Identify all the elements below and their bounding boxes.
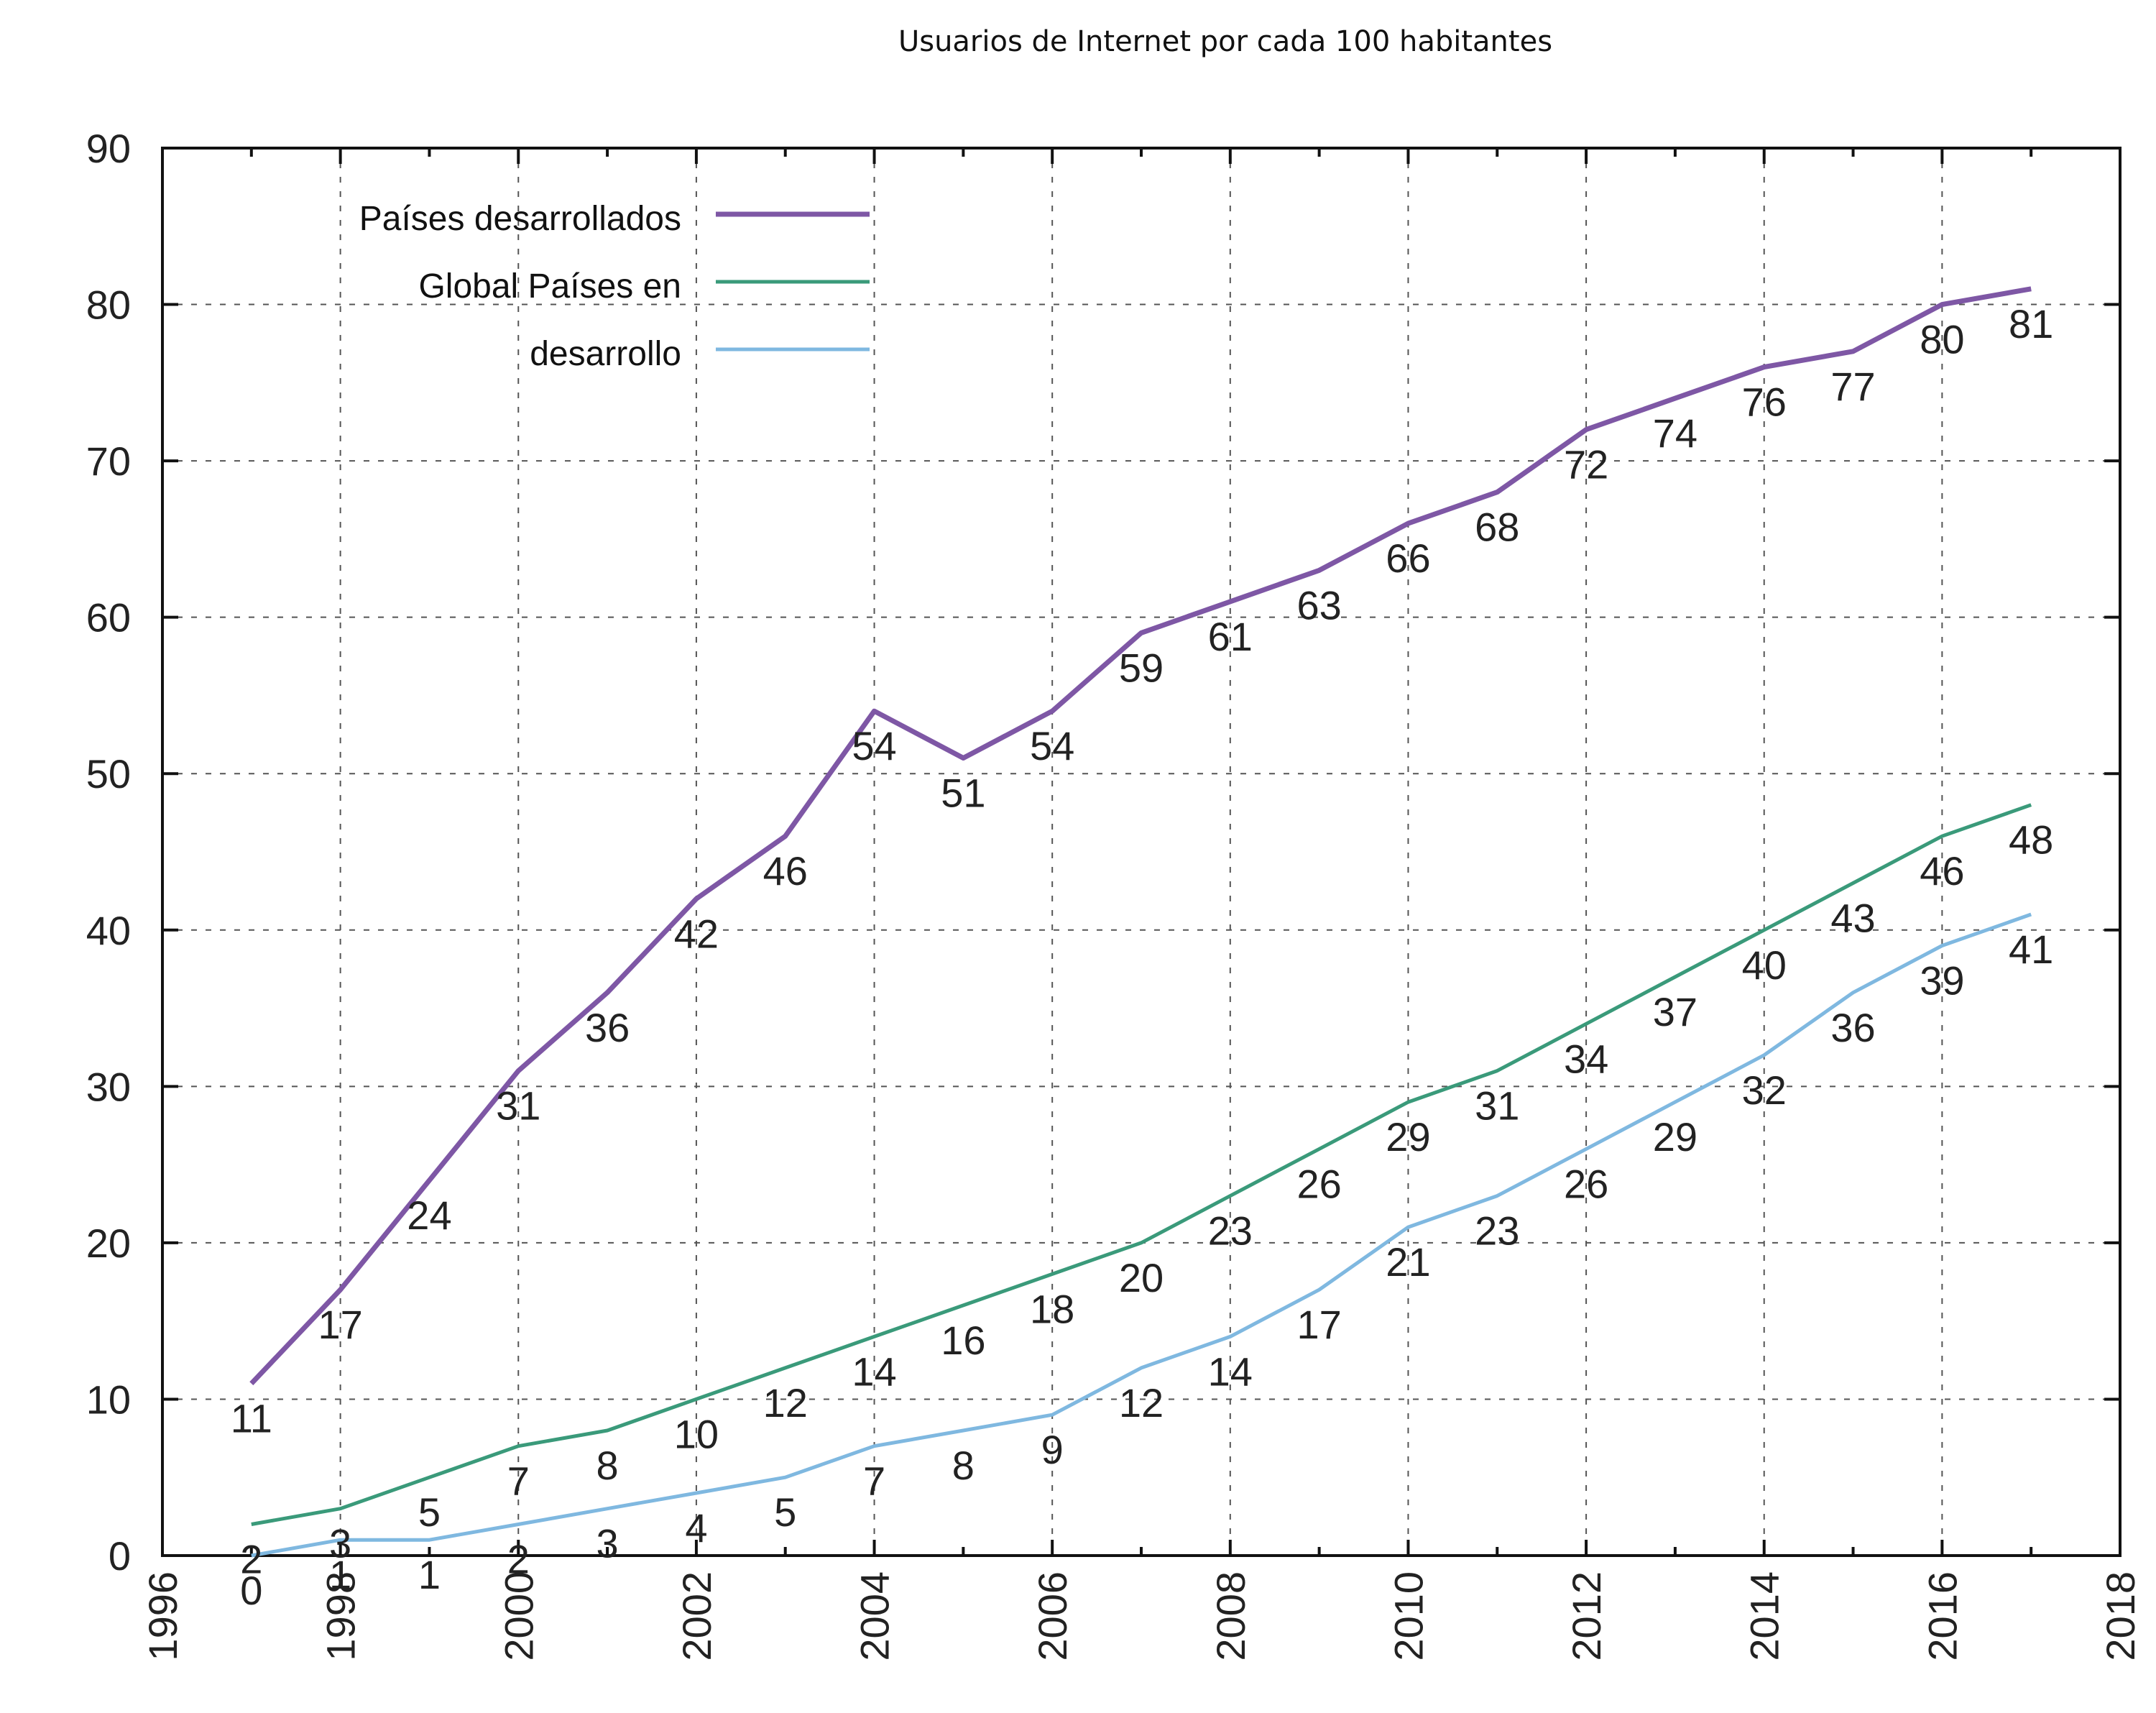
y-tick-label: 40: [86, 908, 131, 953]
data-label: 7: [863, 1459, 885, 1504]
data-label: 1: [418, 1552, 441, 1597]
data-label: 5: [418, 1489, 441, 1535]
x-tick-label: 2002: [674, 1571, 719, 1661]
data-label: 24: [407, 1193, 451, 1238]
data-label: 29: [1386, 1114, 1430, 1159]
data-label: 36: [585, 1005, 630, 1050]
y-tick-label: 70: [86, 438, 131, 484]
data-label: 41: [2009, 927, 2053, 972]
data-label: 16: [941, 1318, 985, 1363]
x-tick-label: 1996: [140, 1571, 185, 1661]
data-label: 74: [1653, 410, 1697, 456]
data-label: 7: [507, 1459, 530, 1504]
data-label: 46: [763, 848, 808, 894]
grid: [162, 148, 2120, 1556]
series-line-3: [251, 912, 2032, 1558]
data-label: 48: [2009, 817, 2053, 863]
data-label: 1: [329, 1552, 351, 1597]
data-label: 72: [1564, 442, 1608, 487]
legend-label: desarrollo: [530, 335, 681, 373]
y-tick-label: 20: [86, 1221, 131, 1266]
y-tick-label: 10: [86, 1377, 131, 1422]
legend-label: Países desarrollados: [359, 200, 681, 238]
x-tick-label: 2018: [2098, 1571, 2143, 1661]
data-label: 8: [952, 1443, 975, 1488]
data-label: 26: [1564, 1161, 1608, 1206]
series-line-1: [249, 286, 2032, 1386]
x-tick-label: 2000: [496, 1571, 541, 1661]
data-label: 0: [240, 1568, 262, 1613]
data-label: 9: [1041, 1427, 1064, 1472]
data-label: 18: [1030, 1286, 1074, 1331]
data-label: 17: [318, 1302, 362, 1347]
y-tick-label: 80: [86, 283, 131, 328]
data-label: 29: [1653, 1114, 1697, 1159]
series-lines: [249, 286, 2032, 1558]
data-label: 23: [1208, 1208, 1253, 1254]
x-tick-label: 2004: [852, 1571, 898, 1661]
data-label: 31: [496, 1083, 540, 1129]
data-label: 61: [1208, 614, 1253, 659]
data-label: 37: [1653, 989, 1697, 1034]
data-label: 14: [852, 1349, 896, 1394]
data-label: 59: [1119, 645, 1164, 690]
axis-ticks: 1996 1998 2000 2002 2004 2006 2008 2010 2012 2014…: [86, 126, 2143, 1661]
legend: Países desarrollados Global Países en desa…: [359, 200, 870, 373]
y-tick-label: 30: [86, 1064, 131, 1109]
data-label: 76: [1742, 380, 1787, 425]
data-label: 20: [1119, 1255, 1164, 1300]
data-label: 31: [1475, 1083, 1519, 1129]
data-label: 34: [1564, 1036, 1608, 1081]
y-tick-label: 0: [109, 1533, 131, 1579]
x-tick-label: 1998: [318, 1571, 364, 1661]
x-tick-label: 2006: [1030, 1571, 1075, 1661]
data-label: 11: [231, 1396, 272, 1441]
y-tick-label: 90: [86, 126, 131, 171]
data-label: 2: [507, 1536, 530, 1581]
x-tick-label: 2014: [1742, 1571, 1787, 1661]
x-tick-label: 2016: [1920, 1571, 1965, 1661]
data-label: 36: [1830, 1005, 1875, 1050]
data-label: 12: [763, 1380, 808, 1425]
data-label: 23: [1475, 1208, 1519, 1254]
data-label: 39: [1920, 958, 1964, 1004]
chart-title: Usuarios de Internet por cada 100 habita…: [898, 25, 1552, 58]
legend-label: Global Países en: [418, 267, 681, 306]
data-label: 42: [674, 911, 719, 956]
data-label: 5: [774, 1489, 796, 1535]
data-label: 32: [1742, 1067, 1787, 1113]
data-label: 3: [329, 1521, 351, 1566]
data-label: 77: [1830, 364, 1875, 409]
y-tick-label: 60: [86, 595, 131, 640]
data-label: 43: [1830, 896, 1875, 941]
plot-frame: [161, 147, 2122, 1557]
data-label: 21: [1386, 1239, 1430, 1285]
data-label: 66: [1386, 536, 1430, 581]
data-label: 54: [1030, 723, 1074, 768]
data-label: 81: [2009, 301, 2053, 346]
data-label: 8: [596, 1443, 619, 1488]
data-label: 51: [941, 770, 985, 815]
data-label: 26: [1296, 1161, 1341, 1206]
data-label: 17: [1296, 1302, 1341, 1347]
data-label: 12: [1119, 1380, 1164, 1425]
x-tick-label: 2008: [1208, 1571, 1253, 1661]
data-label: 40: [1742, 942, 1787, 988]
data-label: 46: [1920, 848, 1964, 894]
y-tick-label: 50: [86, 751, 131, 796]
x-tick-label: 2012: [1564, 1571, 1609, 1661]
series-line-2: [251, 803, 2032, 1526]
x-tick-label: 2010: [1386, 1571, 1431, 1661]
data-label: 80: [1920, 317, 1964, 362]
data-label: 63: [1296, 582, 1341, 628]
data-label: 68: [1475, 505, 1519, 550]
data-label: 54: [852, 723, 896, 768]
data-label: 10: [674, 1411, 719, 1456]
data-label: 3: [596, 1521, 619, 1566]
data-label: 14: [1208, 1349, 1253, 1394]
data-label: 4: [685, 1505, 707, 1551]
data-label: 2: [240, 1536, 262, 1581]
